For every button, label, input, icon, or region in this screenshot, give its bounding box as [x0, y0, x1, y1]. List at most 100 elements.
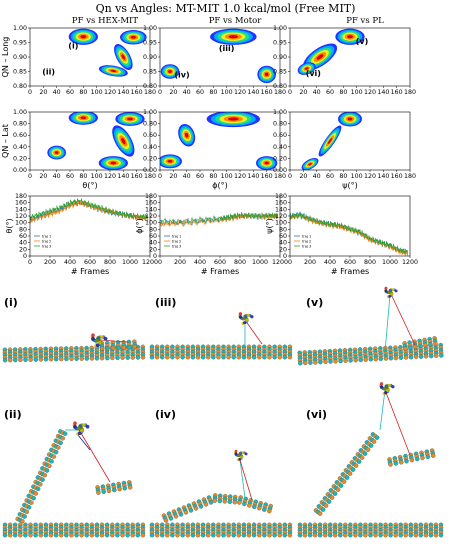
protofilament-subunit — [348, 532, 353, 538]
x-tick-label: 180 — [274, 173, 286, 180]
snapshot-label: (vi) — [306, 408, 327, 421]
protofilament-subunit — [383, 532, 388, 538]
tether-line — [239, 459, 253, 501]
x-tick-label: 40 — [53, 173, 61, 180]
motor-blob — [242, 316, 246, 321]
series-group — [160, 212, 278, 228]
protofilament-subunit — [398, 532, 403, 538]
motor-blob — [384, 384, 389, 388]
protofilament-subunit — [64, 356, 69, 362]
y-tick-label: 1.00 — [13, 25, 27, 32]
protofilament-subunit — [231, 532, 236, 538]
protofilament-subunit — [22, 514, 27, 519]
trajectory-panel-7: 0 200 400 600 800 1000 12000204060801001201401… — [5, 193, 158, 276]
protofilament-subunit — [106, 488, 112, 494]
protofilament-subunit — [120, 355, 125, 360]
protofilament-subunit — [333, 359, 338, 364]
protofilament-subunit — [168, 516, 174, 521]
protofilament-subunit — [94, 532, 100, 538]
protofilament-subunit — [43, 532, 49, 538]
protofilament-subunit — [388, 462, 393, 467]
x-tick-label: 60 — [196, 89, 204, 96]
x-tick-label: 60 — [326, 173, 334, 180]
protofilament-subunit — [183, 510, 189, 515]
protofilament-subunit — [433, 353, 439, 358]
protofilament-subunit — [388, 355, 394, 361]
motor-blob — [234, 452, 238, 456]
protofilament-subunit — [58, 532, 64, 538]
protofilament-subunit — [362, 451, 368, 456]
protofilament-subunit — [99, 346, 105, 351]
x-tick-label: 180 — [404, 89, 416, 96]
protofilament-subunit — [38, 482, 43, 487]
protofilament-subunit — [312, 532, 318, 538]
protofilament-subunit — [203, 502, 209, 507]
motor-blob — [237, 454, 241, 457]
x-tick-label: 400 — [324, 259, 336, 266]
protofilament-subunit — [423, 354, 429, 359]
protofilament-subunit — [60, 436, 66, 441]
protofilament-subunit — [42, 472, 48, 478]
protofilament-subunit — [414, 456, 420, 462]
protofilament-subunit — [403, 346, 408, 351]
protofilament-subunit — [62, 431, 68, 436]
x-tick-label: 1000 — [122, 259, 138, 266]
contour-group — [47, 112, 145, 170]
x-tick-label: 140 — [377, 89, 389, 96]
contour-level-6 — [308, 162, 312, 166]
protofilament-subunit — [205, 354, 211, 360]
motor-blob — [244, 452, 248, 456]
tether-line — [77, 427, 111, 483]
protofilament-subunit — [208, 500, 214, 505]
x-tick-label: 80 — [79, 173, 87, 180]
y-axis-label: ψ(°) — [265, 218, 274, 234]
protofilament-subunit — [18, 532, 23, 538]
protofilament-subunit — [163, 518, 169, 523]
motor-blob — [99, 335, 104, 339]
x-tick-label: 180 — [274, 89, 286, 96]
protofilament-subunit — [101, 489, 106, 494]
protofilament-subunit — [154, 532, 160, 538]
contour-level-6 — [184, 132, 189, 138]
motor-blob — [391, 288, 395, 292]
y-tick-label: 60 — [149, 233, 157, 240]
protofilament-subunit — [328, 359, 333, 364]
y-tick-label: 80 — [279, 226, 287, 233]
protofilament-subunit — [112, 487, 117, 493]
protofilament-subunit — [38, 357, 44, 362]
heatmap-panel-1: 0 20 40 60 80 100 120 140 160 1800.800.850.900.95… — [1, 25, 156, 96]
protofilament-subunit — [159, 532, 165, 538]
protofilament-subunit — [20, 518, 25, 524]
protofilament-subunit — [433, 341, 438, 346]
protofilament-subunit — [358, 357, 363, 363]
protofilament-subunit — [23, 357, 28, 363]
x-tick-label: 80 — [209, 89, 217, 96]
y-tick-label: 140 — [145, 206, 157, 213]
col1-title: PF vs HEX-MIT — [71, 16, 139, 26]
x-axis-label: ϕ(°) — [212, 181, 228, 190]
protofilament-subunit — [38, 532, 44, 538]
x-tick-label: 180 — [144, 173, 156, 180]
protofilament-subunit — [188, 508, 194, 513]
y-tick-label: 160 — [145, 200, 157, 207]
protofilament-subunit — [338, 483, 344, 488]
protofilament-subunit — [26, 505, 32, 510]
protofilament-subunit — [425, 454, 431, 460]
protofilament-subunit — [185, 532, 191, 538]
protofilament-subunit — [205, 532, 211, 538]
series-line-3 — [290, 212, 408, 255]
x-axis-label: θ(°) — [82, 181, 97, 190]
protofilament-subunit — [154, 354, 160, 360]
snapshot-4: (ii) — [2, 408, 146, 538]
x-tick-label: 180 — [144, 89, 156, 96]
protofilament-subunit — [332, 491, 338, 496]
y-tick-label: 0.85 — [143, 69, 157, 76]
contour-level-6 — [264, 161, 269, 165]
protofilament-subunit — [74, 532, 79, 538]
y-tick-label: 0 — [153, 253, 157, 260]
protofilament-subunit — [420, 455, 425, 461]
y-tick-label: 0.20 — [273, 155, 287, 162]
x-tick-label: 80 — [79, 89, 87, 96]
state-label: (vi) — [306, 69, 321, 78]
x-tick-label: 40 — [313, 89, 321, 96]
